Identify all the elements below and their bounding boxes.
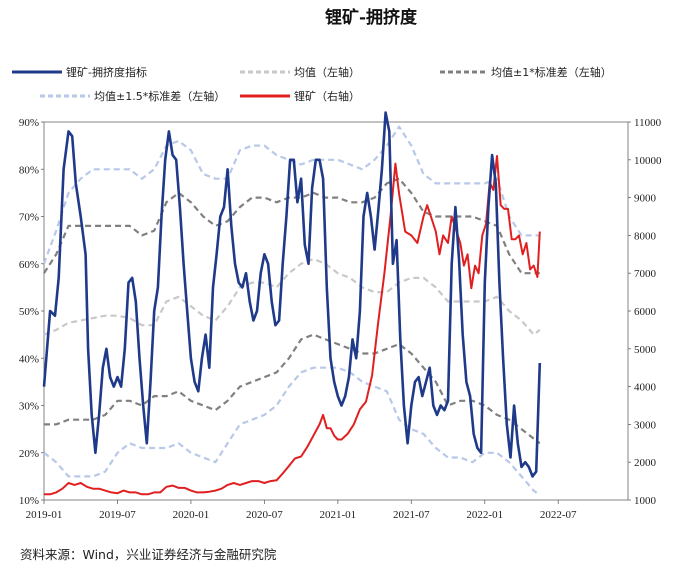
- chart-title: 锂矿-拥挤度: [325, 7, 418, 28]
- series-line-sd1-upper: [43, 177, 540, 275]
- x-tick-label: 2020-01: [173, 509, 210, 521]
- source-note: 资料来源：Wind，兴业证券经济与金融研究院: [20, 547, 277, 562]
- y-axis-left: 10% 20% 30% 40% 50% 60% 70% 80% 90%: [19, 117, 44, 507]
- y-left-tick-label: 60%: [19, 259, 39, 271]
- x-tick-label: 2019-07: [99, 509, 136, 521]
- legend-label-crowd: 锂矿-拥挤度指标: [66, 65, 147, 79]
- y-right-tick-label: 7000: [634, 268, 657, 280]
- legend-item-mean: 均值（左轴）: [240, 65, 360, 79]
- x-tick-label: 2022-07: [540, 509, 577, 521]
- x-tick-label: 2021-01: [320, 509, 357, 521]
- y-left-tick-label: 80%: [19, 164, 39, 176]
- y-left-tick-label: 10%: [19, 495, 39, 507]
- series-line-mean: [43, 257, 541, 336]
- y-left-tick-label: 90%: [19, 117, 39, 129]
- x-tick-label: 2020-07: [246, 509, 283, 521]
- legend-item-price: 锂矿（右轴）: [240, 89, 360, 103]
- legend-label-price: 锂矿（右轴）: [294, 89, 360, 103]
- series-line-sd15-lower: [43, 366, 541, 497]
- y-right-tick-label: 11000: [634, 117, 662, 129]
- y-left-tick-label: 50%: [19, 306, 39, 318]
- y-right-tick-label: 6000: [634, 306, 657, 318]
- series-line-sd15-upper: [42, 125, 540, 265]
- x-tick-label: 2022-01: [466, 509, 503, 521]
- x-axis: 2019-01 2019-07 2020-01 2020-07 2021-01 2021-…: [26, 500, 577, 521]
- series-line-sd1-lower: [44, 333, 541, 445]
- y-left-tick-label: 30%: [19, 401, 39, 413]
- series-line-crowd: [42, 111, 542, 478]
- y-left-tick-label: 70%: [19, 212, 39, 224]
- legend-label-sd15: 均值±1.5*标准差（左轴）: [94, 89, 225, 103]
- y-right-tick-label: 9000: [634, 193, 657, 205]
- y-right-tick-label: 1000: [634, 495, 657, 507]
- legend-item-crowd: 锂矿-拥挤度指标: [12, 65, 147, 79]
- y-right-tick-label: 2000: [634, 457, 657, 469]
- legend-label-sd1: 均值±1*标准差（左轴）: [491, 65, 612, 79]
- legend-item-sd1: 均值±1*标准差（左轴）: [440, 65, 612, 79]
- y-right-tick-label: 4000: [634, 382, 657, 394]
- x-tick-label: 2019-01: [26, 509, 63, 521]
- y-right-tick-label: 10000: [634, 155, 662, 167]
- y-right-tick-label: 3000: [634, 419, 657, 431]
- y-left-tick-label: 20%: [19, 448, 39, 460]
- y-left-tick-label: 40%: [19, 353, 39, 365]
- y-right-tick-label: 8000: [634, 230, 657, 242]
- x-tick-label: 2021-07: [393, 509, 430, 521]
- series-layer: [42, 111, 542, 497]
- y-axis-right: 1000 2000 3000 4000 5000 6000 7000 8000 9000 1000…: [628, 117, 662, 507]
- series-line-price: [44, 155, 541, 496]
- legend-item-sd15: 均值±1.5*标准差（左轴）: [40, 89, 225, 103]
- y-right-tick-label: 5000: [634, 344, 657, 356]
- legend-label-mean: 均值（左轴）: [294, 65, 360, 79]
- legend: 锂矿-拥挤度指标 均值（左轴） 均值±1*标准差（左轴） 均值±1.5*标准差（…: [12, 65, 612, 103]
